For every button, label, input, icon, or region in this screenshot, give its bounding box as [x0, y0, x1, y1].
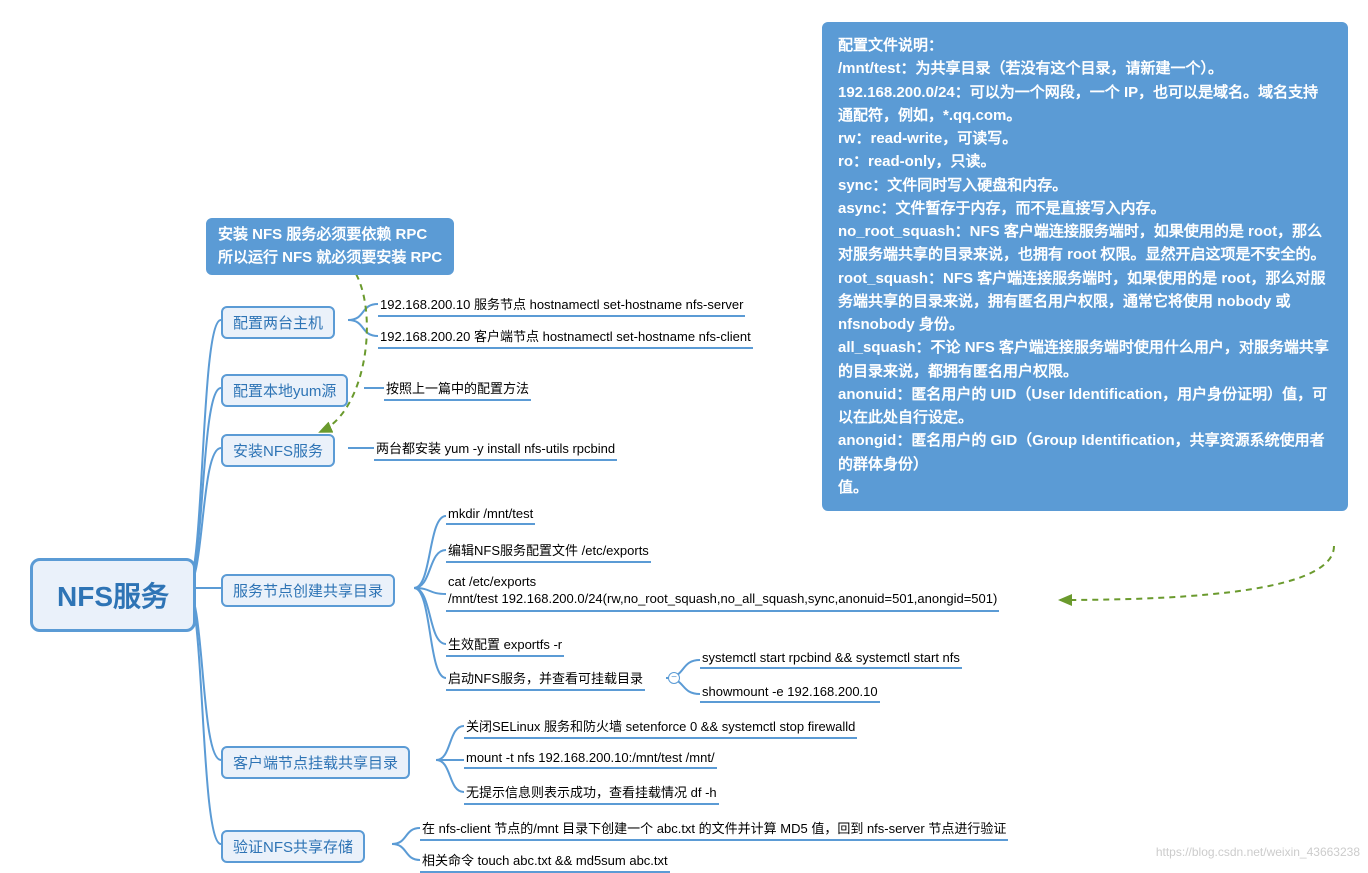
leaf-start-nfs[interactable]: 启动NFS服务，并查看可挂载目录 — [446, 666, 645, 691]
leaf-exports-cat: cat /etc/exports /mnt/test 192.168.200.0… — [446, 572, 999, 612]
leaf-df: 无提示信息则表示成功，查看挂载情况 df -h — [464, 780, 719, 805]
leaf-yum: 按照上一篇中的配置方法 — [384, 376, 531, 401]
branch-install[interactable]: 安装NFS服务 — [221, 434, 335, 467]
branch-hosts[interactable]: 配置两台主机 — [221, 306, 335, 339]
leaf-mkdir: mkdir /mnt/test — [446, 504, 535, 525]
leaf-showmount: showmount -e 192.168.200.10 — [700, 682, 880, 703]
leaf-systemctl: systemctl start rpcbind && systemctl sta… — [700, 648, 962, 669]
config-info-box: 配置文件说明： /mnt/test：为共享目录（若没有这个目录，请新建一个）。 … — [822, 22, 1348, 511]
branch-client[interactable]: 客户端节点挂载共享目录 — [221, 746, 410, 779]
leaf-install: 两台都安装 yum -y install nfs-utils rpcbind — [374, 436, 617, 461]
callout-line2: 所以运行 NFS 就必须要安装 RPC — [218, 247, 442, 270]
leaf-mount: mount -t nfs 192.168.200.10:/mnt/test /m… — [464, 748, 717, 769]
branch-share[interactable]: 服务节点创建共享目录 — [221, 574, 395, 607]
watermark: https://blog.csdn.net/weixin_43663238 — [1156, 845, 1360, 859]
leaf-verify-desc: 在 nfs-client 节点的/mnt 目录下创建一个 abc.txt 的文件… — [420, 816, 1008, 841]
root-node[interactable]: NFS服务 — [30, 558, 196, 632]
rpc-callout: 安装 NFS 服务必须要依赖 RPC 所以运行 NFS 就必须要安装 RPC — [206, 218, 454, 275]
leaf-host-client: 192.168.200.20 客户端节点 hostnamectl set-hos… — [378, 324, 753, 349]
callout-line1: 安装 NFS 服务必须要依赖 RPC — [218, 224, 442, 247]
leaf-host-server: 192.168.200.10 服务节点 hostnamectl set-host… — [378, 292, 745, 317]
collapse-toggle-icon[interactable]: − — [668, 672, 680, 684]
leaf-exports-edit: 编辑NFS服务配置文件 /etc/exports — [446, 538, 651, 563]
leaf-exportfs: 生效配置 exportfs -r — [446, 632, 564, 657]
leaf-verify-cmd: 相关命令 touch abc.txt && md5sum abc.txt — [420, 848, 670, 873]
branch-verify[interactable]: 验证NFS共享存储 — [221, 830, 365, 863]
leaf-selinux: 关闭SELinux 服务和防火墙 setenforce 0 && systemc… — [464, 714, 857, 739]
branch-yum[interactable]: 配置本地yum源 — [221, 374, 348, 407]
